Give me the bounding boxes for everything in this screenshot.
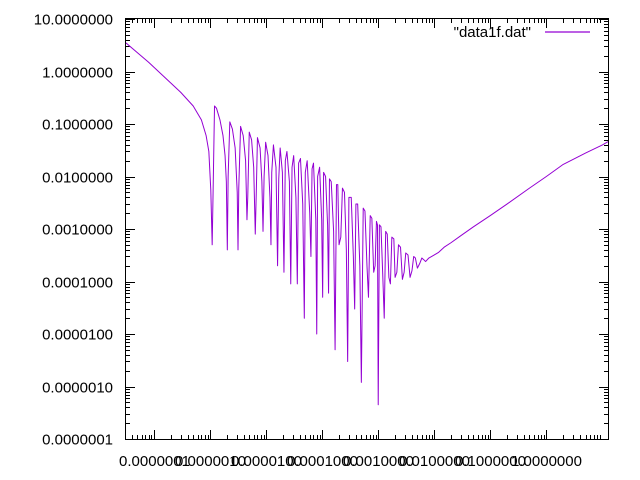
y-tick-label: 1.0000000 [42,65,113,82]
legend-label: "data1f.dat" [454,24,531,41]
x-tick-label: 0.0000010 [175,453,246,470]
y-tick-label: 0.0000100 [42,327,113,344]
series-layer [125,42,609,406]
y-tick-label: 10.0000000 [34,12,113,29]
y-tick-label: 0.0100000 [42,170,113,187]
plot-frame [125,18,609,440]
x-tick-label: 0.0001000 [287,453,358,470]
y-axis: 10.0000000 1.0000000 0.1000000 0.0100000 0.0… [34,12,608,449]
x-tick-label: 1.0000000 [511,453,582,470]
y-tick-label: 0.0000010 [42,380,113,397]
x-axis: 0.00000010.00000100.00001000.00010000.00… [119,19,601,470]
y-tick-label: 0.0001000 [42,275,113,292]
x-tick-label: 0.0100000 [399,453,470,470]
y-tick-label: 0.0000001 [42,432,113,449]
x-tick-label: 0.0000001 [119,453,190,470]
legend: "data1f.dat" [454,24,590,41]
x-tick-label: 0.1000000 [455,453,526,470]
y-tick-label: 0.1000000 [42,117,113,134]
series-line [125,42,609,406]
x-tick-label: 0.0000100 [231,453,302,470]
y-tick-label: 0.0010000 [42,222,113,239]
x-tick-label: 0.0010000 [343,453,414,470]
